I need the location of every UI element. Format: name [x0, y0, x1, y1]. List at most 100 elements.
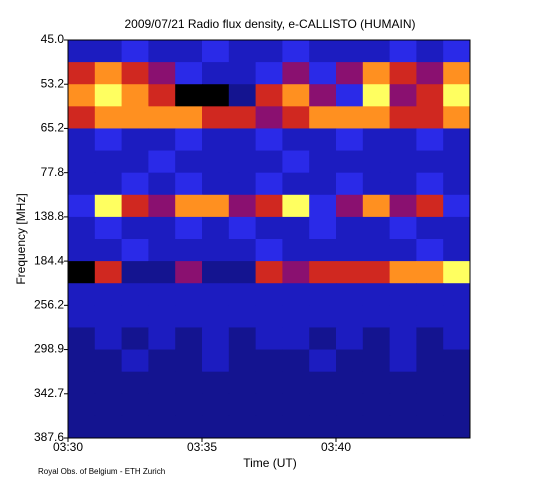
heat-cell: [362, 327, 391, 351]
heat-cell: [148, 128, 176, 152]
heat-cell: [94, 172, 123, 196]
heat-cell: [416, 150, 444, 174]
heat-cell: [282, 106, 310, 129]
heat-cell: [148, 305, 176, 328]
heat-cell: [309, 283, 337, 306]
heat-cell: [443, 239, 471, 262]
heat-cell: [68, 194, 96, 218]
heat-cell: [175, 327, 203, 351]
heat-cell: [68, 393, 96, 417]
heat-cell: [228, 150, 257, 174]
heat-cell: [68, 106, 96, 129]
heat-cell: [443, 393, 471, 417]
heat-cell: [148, 40, 176, 63]
plot-frame: [67, 39, 471, 439]
heat-cell: [416, 40, 444, 63]
heat-cell: [389, 172, 417, 196]
heat-cell: [416, 261, 444, 284]
heat-cell: [336, 106, 364, 129]
heat-cell: [389, 62, 417, 85]
heat-cell: [255, 84, 283, 107]
heat-cell: [309, 84, 337, 107]
heat-cell: [336, 305, 364, 328]
heat-cell: [336, 84, 364, 107]
y-tick-label: 298.9: [34, 342, 64, 356]
heat-cell: [362, 239, 391, 262]
heat-cell: [416, 128, 444, 152]
heat-cell: [148, 62, 176, 85]
heat-cell: [443, 84, 471, 107]
heat-cell: [94, 415, 123, 439]
heat-cell: [228, 62, 257, 85]
heat-cell: [309, 172, 337, 196]
heat-cell: [282, 283, 310, 306]
heat-cell: [255, 305, 283, 328]
heat-cell: [443, 62, 471, 85]
heat-cell: [68, 128, 96, 152]
heat-cell: [389, 239, 417, 262]
chart-title: 2009/07/21 Radio flux density, e-CALLIST…: [124, 17, 415, 31]
heat-cell: [175, 172, 203, 196]
heat-cell: [94, 106, 123, 129]
heat-cell: [121, 194, 149, 218]
heat-cell: [255, 261, 283, 284]
heat-cell: [309, 62, 337, 85]
heat-cell: [148, 393, 176, 417]
heat-cell: [309, 106, 337, 129]
heat-cell: [282, 172, 310, 196]
heat-cell: [228, 106, 257, 129]
heat-cell: [309, 327, 337, 351]
heat-cell: [228, 194, 257, 218]
heat-cell: [443, 150, 471, 174]
heat-cell: [282, 128, 310, 152]
heat-cell: [282, 239, 310, 262]
heat-cell: [255, 239, 283, 262]
heat-cell: [255, 62, 283, 85]
heat-cell: [175, 349, 203, 373]
heat-cell: [416, 84, 444, 107]
heat-cell: [228, 40, 257, 63]
heat-cell: [202, 327, 230, 351]
heat-cell: [228, 305, 257, 328]
heat-cell: [121, 40, 149, 63]
heat-cell: [255, 128, 283, 152]
heat-cell: [336, 349, 364, 373]
heat-cell: [336, 172, 364, 196]
heat-cell: [175, 239, 203, 262]
heat-cell: [148, 150, 176, 174]
heat-cell: [255, 283, 283, 306]
x-tick-label: 03:30: [53, 440, 83, 454]
heat-cell: [202, 62, 230, 85]
heat-cell: [202, 84, 230, 107]
heat-cell: [389, 393, 417, 417]
heat-cell: [255, 150, 283, 174]
heat-cell: [416, 305, 444, 328]
heat-cell: [121, 216, 149, 240]
heat-cell: [282, 305, 310, 328]
heat-cell: [94, 128, 123, 152]
heat-cell: [416, 62, 444, 85]
heat-cell: [309, 349, 337, 373]
heat-cell: [389, 349, 417, 373]
heat-cell: [68, 62, 96, 85]
heat-cell: [336, 128, 364, 152]
heat-cell: [336, 371, 364, 395]
heat-cell: [148, 415, 176, 439]
heat-cell: [416, 283, 444, 306]
heat-cell: [68, 40, 96, 63]
heat-cell: [362, 415, 391, 439]
heat-cell: [416, 371, 444, 395]
heat-cell: [121, 62, 149, 85]
heat-cell: [389, 40, 417, 63]
heat-cell: [336, 393, 364, 417]
heat-cell: [175, 106, 203, 129]
heat-cell: [282, 62, 310, 85]
heat-cell: [68, 327, 96, 351]
y-tick-label: 256.2: [34, 298, 64, 312]
heat-cell: [121, 150, 149, 174]
y-tick-label: 342.7: [34, 386, 64, 400]
heat-cell: [443, 194, 471, 218]
y-tick-label: 387.6: [34, 430, 64, 444]
heat-cell: [389, 415, 417, 439]
heat-cell: [94, 305, 123, 328]
